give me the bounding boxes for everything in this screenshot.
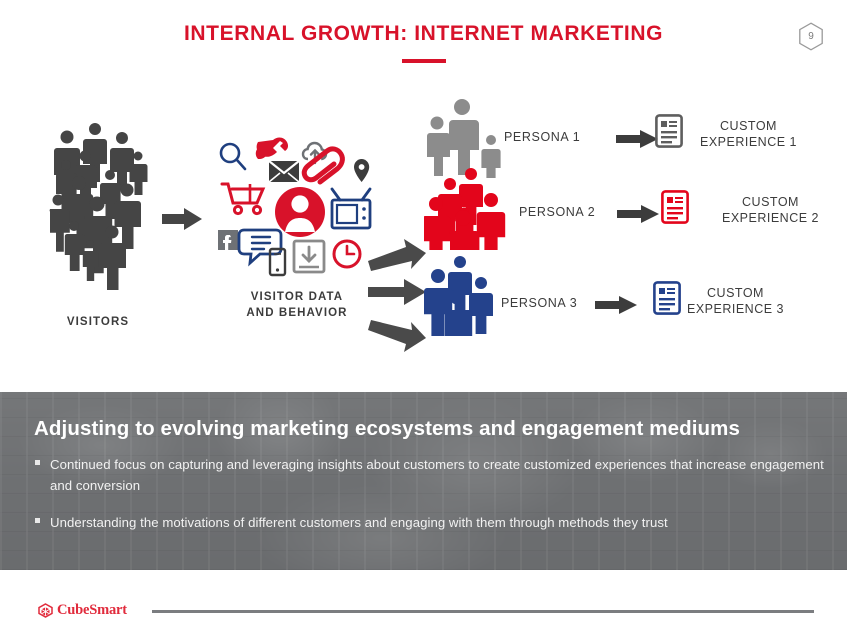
page-number-text: 9 <box>808 31 814 42</box>
band-background-texture <box>0 392 847 570</box>
paperclip-icon <box>301 146 345 185</box>
bullet-square-icon <box>35 518 40 523</box>
custom-experience-label: CUSTOM EXPERIENCE 1 <box>700 118 797 150</box>
document-icon <box>653 281 681 315</box>
clock-icon <box>332 239 362 269</box>
band-heading: Adjusting to evolving marketing ecosyste… <box>34 417 740 440</box>
chat-bubble-icon <box>237 228 283 267</box>
branch-arrow-straight-icon <box>366 278 428 306</box>
arrow-right-icon <box>617 204 659 224</box>
custom-experience-line2: EXPERIENCE 1 <box>700 135 798 149</box>
list-item: Continued focus on capturing and leverag… <box>34 454 829 496</box>
bullet-text: Understanding the motivations of differe… <box>50 515 668 530</box>
arrow-right-icon <box>162 206 202 232</box>
custom-experience-line2: EXPERIENCE 3 <box>687 302 785 316</box>
document-icon <box>655 114 683 148</box>
visitor-data-label-line1: VISITOR DATA <box>250 291 344 303</box>
custom-experience-label: CUSTOM EXPERIENCE 2 <box>722 194 819 226</box>
user-profile-circle-icon <box>275 187 325 237</box>
phone-handset-icon <box>255 137 289 159</box>
slide-footer: CubeSmart <box>0 570 847 635</box>
hexagon-icon <box>799 22 823 51</box>
takeaway-band: Adjusting to evolving marketing ecosyste… <box>0 392 847 570</box>
band-bullet-list: Continued focus on capturing and leverag… <box>34 454 829 549</box>
visitor-data-icon-cluster <box>216 136 376 278</box>
persona-group-icon <box>422 98 514 178</box>
title-underline-rule <box>401 59 446 63</box>
visitors-label: VISITORS <box>66 316 130 328</box>
footer-divider <box>152 610 814 613</box>
custom-experience-line2: EXPERIENCE 2 <box>722 211 820 225</box>
download-box-icon <box>292 239 326 274</box>
branch-arrow-up-icon <box>366 233 428 275</box>
branch-arrow-down-icon <box>366 316 428 358</box>
search-magnifier-icon <box>219 142 247 171</box>
arrow-right-icon <box>595 295 637 315</box>
visitor-data-label: VISITOR DATA AND BEHAVIOR <box>213 289 381 321</box>
persona-group-icon <box>424 254 516 336</box>
television-icon <box>330 187 372 230</box>
cubesmart-logo-text: CubeSmart <box>57 602 127 618</box>
custom-experience-line1: CUSTOM <box>707 286 764 300</box>
arrow-right-icon <box>616 129 658 149</box>
persona-label: PERSONA 1 <box>504 130 581 144</box>
mobile-phone-icon <box>268 247 287 277</box>
persona-label: PERSONA 3 <box>501 296 578 310</box>
list-item: Understanding the motivations of differe… <box>34 512 829 533</box>
page-number-badge: 9 <box>798 22 824 51</box>
band-background-photo <box>0 392 847 570</box>
cubesmart-logo: CubeSmart <box>38 602 127 619</box>
bullet-text: Continued focus on capturing and leverag… <box>50 457 824 493</box>
persona-label: PERSONA 2 <box>519 205 596 219</box>
custom-experience-label: CUSTOM EXPERIENCE 3 <box>687 285 784 317</box>
people-crowd-icon <box>38 120 153 305</box>
document-icon <box>661 190 689 224</box>
visitor-data-label-line2: AND BEHAVIOR <box>246 307 348 319</box>
page-title: INTERNAL GROWTH: INTERNET MARKETING <box>183 22 664 45</box>
custom-experience-line1: CUSTOM <box>742 195 799 209</box>
custom-experience-line1: CUSTOM <box>720 119 777 133</box>
facebook-square-icon <box>218 230 238 250</box>
location-pin-icon <box>354 159 370 182</box>
cube-icon <box>38 603 53 618</box>
marketing-funnel-diagram: VISITORS <box>0 78 847 388</box>
bullet-square-icon <box>35 460 40 465</box>
envelope-mail-icon <box>268 160 300 183</box>
persona-group-icon <box>424 166 516 250</box>
shopping-cart-icon <box>220 182 266 216</box>
